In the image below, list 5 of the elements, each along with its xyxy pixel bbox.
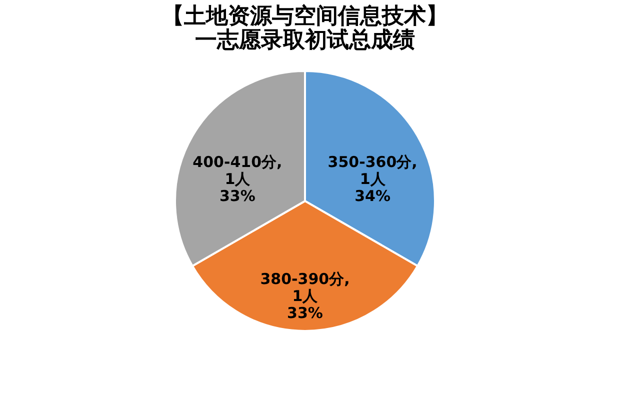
slice-label: 400-410分, 1人 33% [192,153,282,205]
slice-label: 350-360分, 1人 34% [328,153,418,205]
text: 【土地资源与空间信息技术】 [162,4,448,29]
slice-label: 380-390分, 1人 33% [260,270,350,322]
text: 一志愿录取初试总成绩 [195,28,415,53]
